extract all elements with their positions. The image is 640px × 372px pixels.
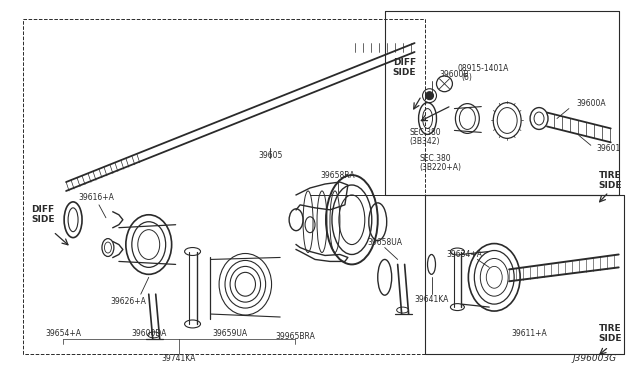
Text: SIDE: SIDE: [393, 68, 416, 77]
Text: 39641KA: 39641KA: [414, 295, 449, 304]
Text: 39965BRA: 39965BRA: [275, 332, 315, 341]
Text: DIFF: DIFF: [393, 58, 416, 67]
Text: 39741KA: 39741KA: [161, 354, 196, 363]
Text: J396003G: J396003G: [573, 354, 617, 363]
Circle shape: [426, 92, 433, 100]
Text: 39626+A: 39626+A: [111, 296, 147, 306]
Text: (6): (6): [461, 73, 472, 82]
Text: (3B342): (3B342): [410, 137, 440, 146]
Text: 39659UA: 39659UA: [213, 329, 248, 339]
Text: 39605: 39605: [258, 151, 282, 160]
Text: (3B220+A): (3B220+A): [420, 163, 461, 171]
Text: SEC.380: SEC.380: [420, 154, 451, 163]
Text: 39600DA: 39600DA: [131, 329, 166, 339]
Text: 39634+A: 39634+A: [446, 250, 483, 259]
Text: 39611+A: 39611+A: [511, 329, 547, 339]
Text: 39654+A: 39654+A: [45, 329, 81, 339]
Text: 39658UA: 39658UA: [367, 238, 402, 247]
Text: SIDE: SIDE: [31, 215, 55, 224]
Text: SIDE: SIDE: [599, 334, 622, 343]
Text: 39600B: 39600B: [440, 70, 469, 79]
Text: SIDE: SIDE: [599, 180, 622, 189]
Text: 39658RA: 39658RA: [321, 171, 355, 180]
Text: TIRE: TIRE: [599, 324, 621, 333]
Text: 39616+A: 39616+A: [78, 193, 114, 202]
Text: TIRE: TIRE: [599, 171, 621, 180]
Text: 39600A: 39600A: [577, 99, 607, 108]
Text: SEC.380: SEC.380: [410, 128, 441, 137]
Text: 39601: 39601: [596, 144, 621, 153]
Text: DIFF: DIFF: [31, 205, 54, 214]
Text: 08915-1401A: 08915-1401A: [458, 64, 509, 73]
